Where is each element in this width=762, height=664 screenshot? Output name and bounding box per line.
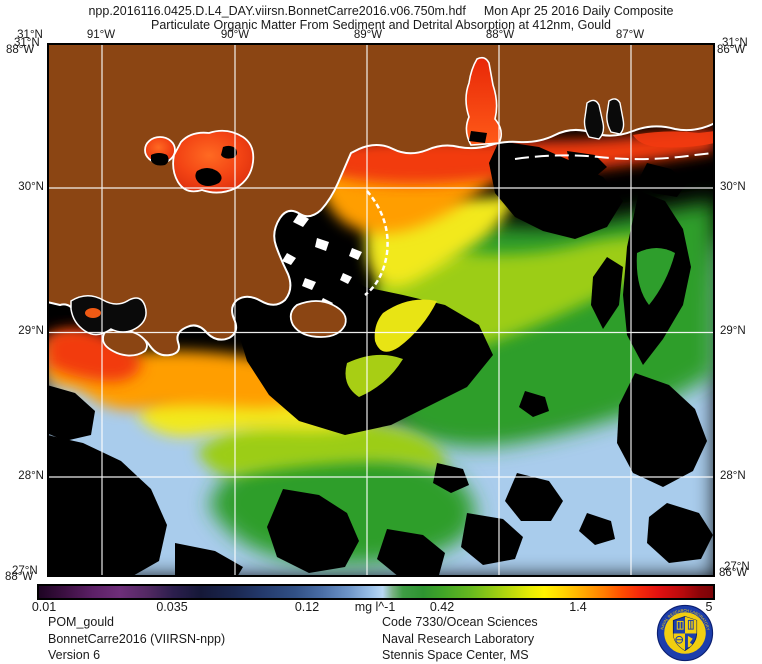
bay-sediment-patch <box>85 308 101 318</box>
corner-label-tl-lat: 31°N <box>14 37 40 49</box>
corner-label-tr-lon: 86°W <box>717 44 746 56</box>
lake-cloud-patch-3 <box>221 145 237 159</box>
plot-title-line: npp.2016116.0425.D.L4_DAY.viirsn.BonnetC… <box>0 4 762 18</box>
right-axis-lat-30n: 30°N <box>720 181 746 193</box>
land-mass <box>46 42 716 357</box>
satellite-composite-map <box>46 42 716 577</box>
corner-label-tl-lon: 88°W <box>6 44 35 56</box>
barrier-islands-line <box>514 152 714 161</box>
corner-label-br-lon: 86°W <box>719 567 748 579</box>
product-name: POM_gould <box>48 615 115 629</box>
parameter-label: Particulate Organic Matter From Sediment… <box>151 18 611 32</box>
org-location: Stennis Space Center, MS <box>382 648 529 662</box>
graticule-grid <box>47 43 715 577</box>
top-axis-lon-87w: 87°W <box>615 29 645 41</box>
product-info-block: POM_gould BonnetCarre2016 (VIIRSN-npp) V… <box>48 614 225 664</box>
corner-label-bl-lon: 88°W <box>5 571 34 583</box>
plot-subtitle: Particulate Organic Matter From Sediment… <box>0 18 762 32</box>
chandeleur-islands-arc <box>364 190 389 296</box>
lakes <box>144 129 255 194</box>
organization-block: Code 7330/Ocean Sciences Naval Research … <box>382 614 538 664</box>
corner-label-bl-lat: 27°N <box>12 565 38 577</box>
pascagoula-inlet-east <box>606 98 625 135</box>
corner-label-tr-lat: 31°N <box>722 37 748 49</box>
composite-date-label: Mon Apr 25 2016 Daily Composite <box>483 4 674 18</box>
colorbar-tick-0: 0.01 <box>31 600 57 614</box>
nrl-seal-logo: NAVAL RESEARCH LABORATORY STENNIS SPACE … <box>656 604 714 662</box>
lake-cloud-patch <box>151 153 169 166</box>
colorbar-tick-5: 5 <box>705 600 713 614</box>
top-axis-lon-88w: 88°W <box>485 29 515 41</box>
top-axis-corner-lat: 31°N <box>17 29 43 41</box>
colorbar-tick-1: 0.035 <box>156 600 188 614</box>
corner-label-br-lat: 27°N <box>724 561 750 573</box>
bay-cloud-patch <box>469 131 487 143</box>
colorbar-tick-4: 1.4 <box>569 600 587 614</box>
right-axis-lat-29n: 29°N <box>720 325 746 337</box>
left-axis-lat-29n: 29°N <box>18 325 44 337</box>
top-axis-lon-89w: 89°W <box>353 29 383 41</box>
colorbar-tick-3: 0.42 <box>429 600 455 614</box>
map-frame <box>47 43 715 577</box>
source-filename: npp.2016116.0425.D.L4_DAY.viirsn.BonnetC… <box>88 4 466 18</box>
map-canvas <box>46 42 716 577</box>
project-name: BonnetCarre2016 (VIIRSN-npp) <box>48 631 226 646</box>
terrebonne-bay <box>70 295 147 336</box>
right-axis-lat-28n: 28°N <box>720 470 746 482</box>
lake-pontchartrain <box>172 129 255 194</box>
org-name: Naval Research Laboratory <box>382 631 535 646</box>
plume-streaks <box>345 248 675 397</box>
delta-lobes <box>102 300 347 357</box>
pascagoula-inlet-west <box>583 99 605 140</box>
seal-outer-border <box>656 604 714 662</box>
top-axis-lon-90w: 90°W <box>220 29 250 41</box>
version-label: Version 6 <box>48 648 101 662</box>
lake-cloud-patch-2 <box>195 168 222 186</box>
eastern-coastal-plume <box>633 131 715 148</box>
coastal-bays <box>70 56 715 336</box>
org-code: Code 7330/Ocean Sciences <box>382 615 538 629</box>
colorbar-units-label: mg l^-1 <box>354 600 396 614</box>
top-axis-lon-91w: 91°W <box>86 29 116 41</box>
colorbar-tick-2: 0.12 <box>294 600 320 614</box>
left-axis-lat-28n: 28°N <box>18 470 44 482</box>
colorbar-gradient <box>37 584 715 600</box>
left-axis-lat-30n: 30°N <box>18 181 44 193</box>
